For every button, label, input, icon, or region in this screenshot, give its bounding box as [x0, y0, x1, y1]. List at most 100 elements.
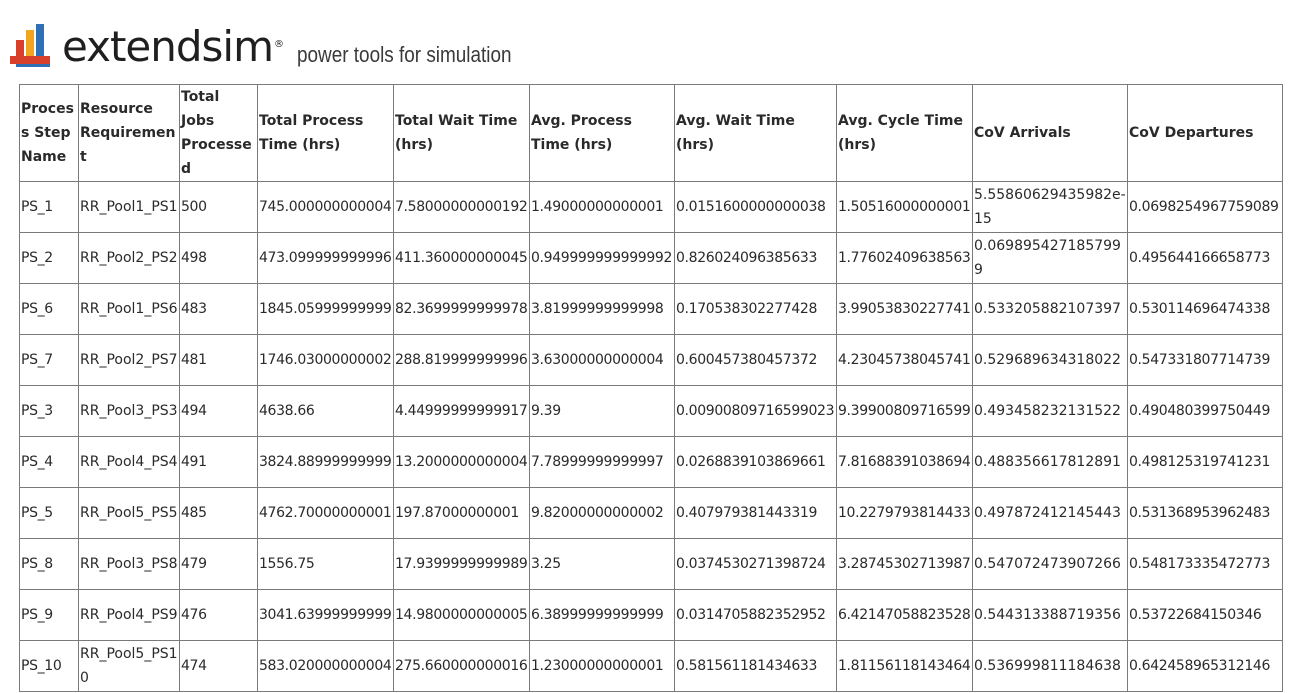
- table-cell: 0.536999811184638: [972, 640, 1128, 692]
- table-cell: PS_6: [19, 283, 79, 335]
- table-cell: 498: [179, 232, 258, 284]
- table-cell: 0.548173335472773: [1127, 538, 1283, 590]
- table-row: PS_6 RR_Pool1_PS6 483 1845.05999999999 82.36…: [19, 283, 1283, 335]
- table-cell: RR_Pool2_PS2: [78, 232, 180, 284]
- table-cell: 481: [179, 334, 258, 386]
- table-cell: RR_Pool4_PS9: [78, 589, 180, 641]
- table-cell: 491: [179, 436, 258, 488]
- table-cell: 0.170538302277428: [674, 283, 837, 335]
- table-cell: 3.81999999999998: [529, 283, 675, 335]
- table-cell: 0.493458232131522: [972, 385, 1128, 437]
- table-cell: RR_Pool3_PS8: [78, 538, 180, 590]
- table-cell: 288.819999999996: [393, 334, 530, 386]
- tagline: power tools for simulation: [297, 42, 512, 67]
- table-cell: 17.9399999999989: [393, 538, 530, 590]
- table-cell: 3.99053830227741: [836, 283, 973, 335]
- table-cell: 0.547331807714739: [1127, 334, 1283, 386]
- table-cell: 1.77602409638563: [836, 232, 973, 284]
- table-cell: 6.42147058823528: [836, 589, 973, 641]
- table-cell: PS_3: [19, 385, 79, 437]
- table-cell: 0.581561181434633: [674, 640, 837, 692]
- table-row: PS_10 RR_Pool5_PS10 474 583.020000000004 275…: [19, 640, 1283, 692]
- table-cell: PS_4: [19, 436, 79, 488]
- table-cell: PS_5: [19, 487, 79, 539]
- table-cell: 13.2000000000004: [393, 436, 530, 488]
- table-cell: 9.82000000000002: [529, 487, 675, 539]
- column-header: CoV Arrivals: [972, 84, 1128, 182]
- table-cell: PS_9: [19, 589, 79, 641]
- table-cell: 485: [179, 487, 258, 539]
- table-cell: RR_Pool3_PS3: [78, 385, 180, 437]
- table-cell: 10.2279793814433: [836, 487, 973, 539]
- table-cell: 0.53722684150346: [1127, 589, 1283, 641]
- table-cell: 0.407979381443319: [674, 487, 837, 539]
- table-cell: 1.81156118143464: [836, 640, 973, 692]
- column-header: Resource Requirement: [78, 84, 180, 182]
- table-row: PS_2 RR_Pool2_PS2 498 473.099999999996 411.3…: [19, 232, 1283, 284]
- table-cell: 0.497872412145443: [972, 487, 1128, 539]
- table-cell: PS_7: [19, 334, 79, 386]
- table-cell: 82.3699999999978: [393, 283, 530, 335]
- table-cell: 1556.75: [257, 538, 394, 590]
- table-cell: 0.498125319741231: [1127, 436, 1283, 488]
- table-cell: 0.530114696474338: [1127, 283, 1283, 335]
- table-cell: 3041.63999999999: [257, 589, 394, 641]
- registered-mark: ®: [274, 39, 284, 50]
- table-cell: 0.0374530271398724: [674, 538, 837, 590]
- table-cell: 5.55860629435982e-15: [972, 181, 1128, 233]
- table-cell: 9.39900809716599: [836, 385, 973, 437]
- table-cell: RR_Pool5_PS5: [78, 487, 180, 539]
- column-header: Avg. Process Time (hrs): [529, 84, 675, 182]
- table-cell: 494: [179, 385, 258, 437]
- table-cell: 476: [179, 589, 258, 641]
- table-cell: 0.533205882107397: [972, 283, 1128, 335]
- results-table: Process Step Name Resource Requirement Tot…: [19, 84, 1283, 692]
- table-row: PS_4 RR_Pool4_PS4 491 3824.88999999999 13.20…: [19, 436, 1283, 488]
- table-cell: 4762.70000000001: [257, 487, 394, 539]
- table-cell: 3.25: [529, 538, 675, 590]
- table-cell: 0.0151600000000038: [674, 181, 837, 233]
- table-cell: 0.0698954271857999: [972, 232, 1128, 284]
- extendsim-logo-icon: [10, 24, 50, 67]
- table-row: PS_7 RR_Pool2_PS7 481 1746.03000000002 288.8…: [19, 334, 1283, 386]
- column-header: Process Step Name: [19, 84, 79, 182]
- table-row: PS_8 RR_Pool3_PS8 479 1556.75 17.93999999999…: [19, 538, 1283, 590]
- table-cell: 0.600457380457372: [674, 334, 837, 386]
- table-body: PS_1 RR_Pool1_PS1 500 745.000000000004 7.580…: [19, 181, 1283, 692]
- table-cell: 0.544313388719356: [972, 589, 1128, 641]
- table-cell: PS_2: [19, 232, 79, 284]
- column-header: Total Process Time (hrs): [257, 84, 394, 182]
- table-cell: 0.490480399750449: [1127, 385, 1283, 437]
- table-cell: 479: [179, 538, 258, 590]
- page-header: extendsim® power tools for simulation: [10, 18, 546, 70]
- table-cell: PS_8: [19, 538, 79, 590]
- table-cell: RR_Pool2_PS7: [78, 334, 180, 386]
- table-cell: 0.0268839103869661: [674, 436, 837, 488]
- table-cell: 500: [179, 181, 258, 233]
- table-cell: 0.00900809716599023: [674, 385, 837, 437]
- table-row: PS_9 RR_Pool4_PS9 476 3041.63999999999 14.98…: [19, 589, 1283, 641]
- column-header: Total Wait Time (hrs): [393, 84, 530, 182]
- table-cell: 6.38999999999999: [529, 589, 675, 641]
- column-header: Avg. Cycle Time (hrs): [836, 84, 973, 182]
- table-cell: 1746.03000000002: [257, 334, 394, 386]
- table-cell: 14.9800000000005: [393, 589, 530, 641]
- brand-name: extendsim®: [62, 26, 284, 68]
- table-header-row: Process Step Name Resource Requirement Tot…: [19, 84, 1283, 182]
- table-cell: 0.0698254967759089: [1127, 181, 1283, 233]
- table-cell: 7.81688391038694: [836, 436, 973, 488]
- brand-text: extendsim: [62, 22, 274, 71]
- table-cell: RR_Pool1_PS1: [78, 181, 180, 233]
- table-cell: PS_10: [19, 640, 79, 692]
- table-cell: 473.099999999996: [257, 232, 394, 284]
- table-cell: 483: [179, 283, 258, 335]
- table-cell: 0.529689634318022: [972, 334, 1128, 386]
- table-cell: 0.826024096385633: [674, 232, 837, 284]
- table-cell: 474: [179, 640, 258, 692]
- table-cell: 411.360000000045: [393, 232, 530, 284]
- table-cell: 1.49000000000001: [529, 181, 675, 233]
- table-cell: 3.28745302713987: [836, 538, 973, 590]
- table-cell: 0.495644166658773: [1127, 232, 1283, 284]
- table-row: PS_5 RR_Pool5_PS5 485 4762.70000000001 197.8…: [19, 487, 1283, 539]
- table-cell: 0.547072473907266: [972, 538, 1128, 590]
